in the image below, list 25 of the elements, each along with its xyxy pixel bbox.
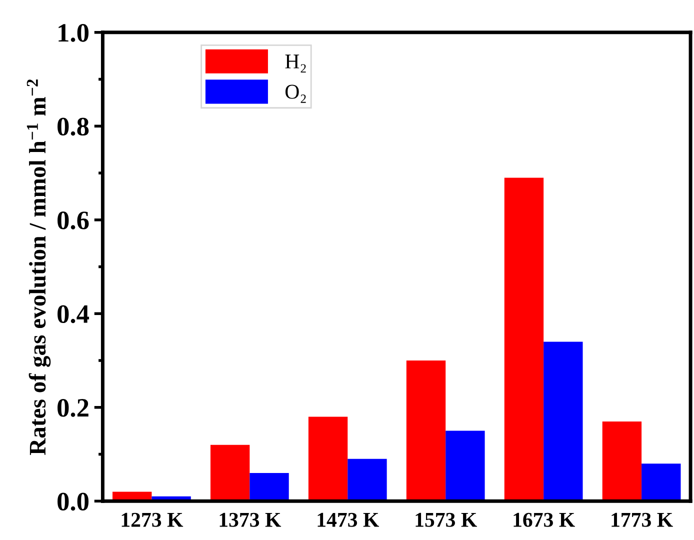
bar: [544, 342, 583, 502]
y-tick-label: 1.0: [58, 24, 89, 42]
y-tick-label: 0.6: [58, 211, 89, 230]
bar: [250, 472, 289, 502]
x-tick-label: 1673 K: [514, 512, 575, 527]
bar: [446, 430, 485, 502]
y-tick-label: 0.2: [58, 398, 88, 417]
y-axis-title: Rates of gas evolution / mmol h$^{−1}$ m$^{−2}$: [26, 79, 51, 456]
legend-label: H₂: [285, 54, 306, 73]
x-tick-label: 1473 K: [318, 512, 380, 527]
x-tick-label: 1573 K: [416, 512, 477, 527]
x-tick-label: 1773 K: [612, 512, 673, 527]
bar: [602, 421, 642, 502]
bar: [406, 360, 446, 502]
bar: [308, 416, 348, 502]
bar: [348, 458, 387, 502]
bar: [504, 178, 544, 502]
bar: [642, 464, 681, 502]
y-tick-label: 0.0: [58, 492, 89, 511]
y-tick-label: 0.8: [58, 118, 89, 136]
legend-label: O₂: [285, 84, 306, 103]
x-tick-label: 1373 K: [220, 512, 282, 527]
x-tick-label: 1273 K: [122, 512, 184, 527]
y-tick-label: 0.4: [58, 305, 90, 324]
bar: [210, 444, 250, 502]
